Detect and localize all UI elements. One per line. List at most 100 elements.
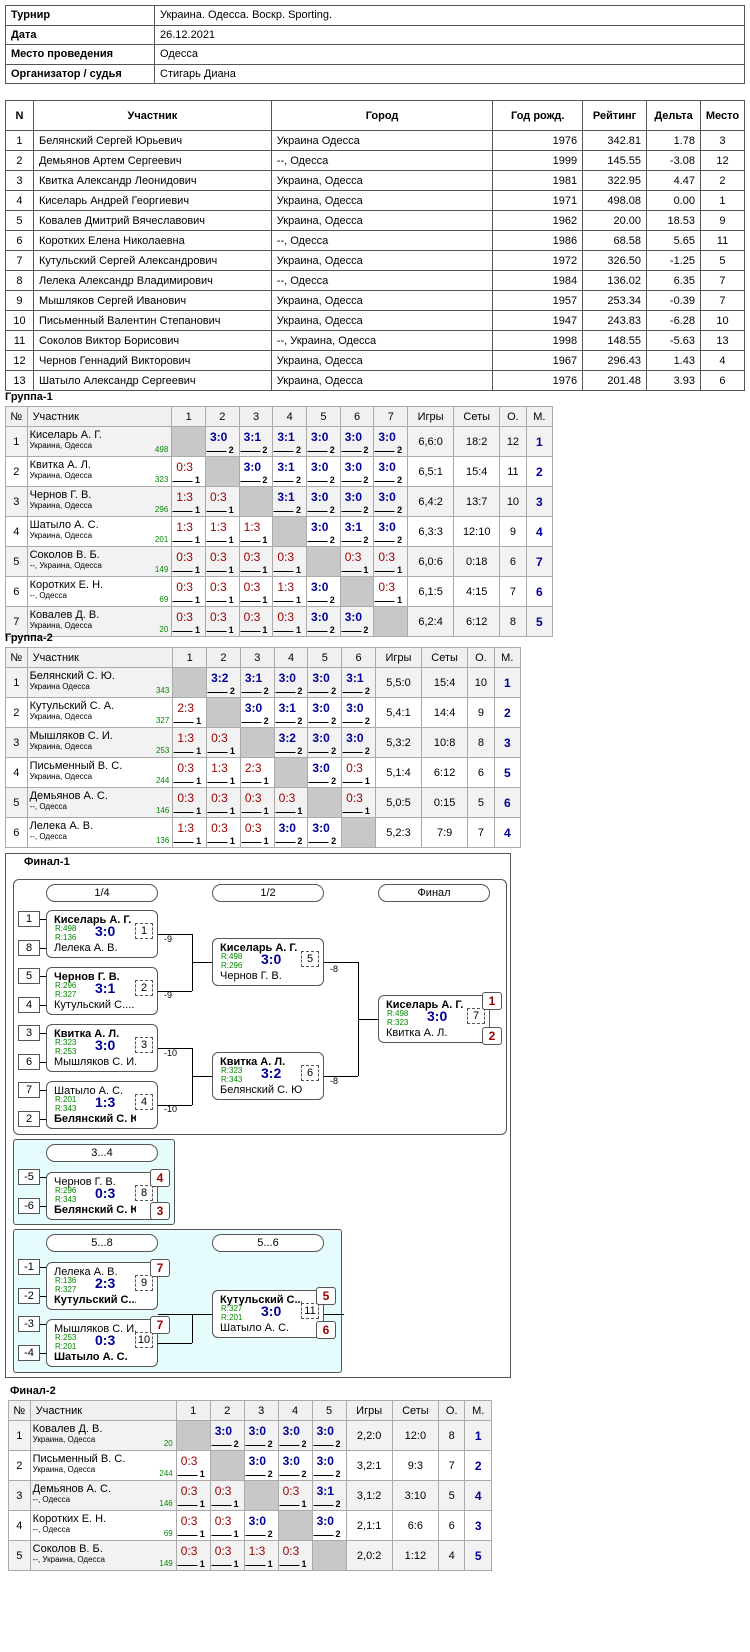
- games: 6,1:5: [407, 576, 455, 607]
- final-1-panel: Финал-1 1/4 1/2 Финал 3...4 5...8 5...6 1 8 5 4 3 6…: [5, 853, 511, 1378]
- score-cell: 3:1 2: [239, 667, 281, 698]
- score-points: 1: [229, 776, 235, 786]
- table-cell: -0.39: [646, 290, 701, 311]
- score-value: 1:3: [211, 761, 228, 775]
- seed-box: 5: [18, 968, 40, 984]
- score-points: 1: [199, 1559, 205, 1569]
- score-value: 3:0: [344, 610, 363, 624]
- games: 6,6:0: [407, 426, 455, 457]
- sets: 12:10: [453, 516, 501, 547]
- score-cell: 3:0 2: [341, 727, 383, 758]
- points: 5: [438, 1480, 466, 1511]
- score-value: 2:3: [244, 761, 262, 775]
- table-cell: -3.08: [646, 150, 701, 171]
- score-value: 0:3: [244, 791, 262, 805]
- score-cell: 3:0 2: [339, 426, 381, 457]
- diagonal-cell: [172, 667, 208, 698]
- table-cell: 68.58: [582, 230, 648, 251]
- score-cell: 0:3 1: [209, 1510, 251, 1541]
- score-points: 1: [397, 565, 403, 575]
- table-cell: 1971: [492, 190, 584, 211]
- score-points: 1: [296, 625, 302, 635]
- player2-name: Чернов Г. В.: [220, 970, 282, 982]
- player2-rating: R:253: [55, 1047, 77, 1056]
- table-cell: 253.34: [582, 290, 648, 311]
- sets: 12:0: [391, 1420, 440, 1451]
- player1-name: Киселарь А. Г.: [220, 942, 298, 954]
- player-city: Украина, Одесса: [29, 501, 93, 510]
- diagonal-cell: [339, 576, 375, 607]
- points: 8: [499, 606, 527, 637]
- player-rating: 244: [159, 1469, 173, 1478]
- col-opponent: 6: [339, 406, 375, 427]
- score-value: 0:3: [180, 1544, 198, 1558]
- row-no: 5: [5, 787, 28, 818]
- points: 7: [438, 1450, 466, 1481]
- match-score: 2:3: [95, 1275, 116, 1291]
- final-1-title: Финал-1: [24, 856, 70, 868]
- place: 1: [525, 426, 554, 457]
- player-city: Украина, Одесса: [29, 621, 93, 630]
- table-cell: Кутульский Сергей Александрович: [32, 250, 272, 271]
- table-cell: 1.43: [646, 350, 701, 371]
- sets: 3:10: [391, 1480, 440, 1511]
- sets: 13:7: [453, 486, 501, 517]
- col-opponent: 3: [239, 647, 275, 668]
- info-key: Дата: [5, 24, 155, 45]
- column-header: N: [5, 100, 34, 131]
- player2-rating: R:296: [221, 961, 243, 970]
- row-no: 2: [8, 1450, 31, 1481]
- player-name: Шатыло А. С.: [29, 519, 99, 531]
- player-cell: Шатыло А. С. Украина, Одесса 201: [26, 516, 173, 547]
- score-cell: 0:3 1: [206, 787, 248, 818]
- score-value: 0:3: [378, 580, 396, 594]
- games: 5,4:1: [374, 697, 423, 728]
- score-cell: 3:0 2: [243, 1450, 285, 1481]
- diagonal-cell: [209, 1450, 245, 1481]
- info-value: Одесса: [154, 44, 745, 65]
- score-value: 3:0: [344, 460, 363, 474]
- score-value: 0:3: [244, 821, 262, 835]
- table-cell: 3: [5, 170, 34, 191]
- player2-rating: R:136: [55, 933, 77, 942]
- games: 5,3:2: [374, 727, 423, 758]
- score-value: 3:0: [209, 430, 228, 444]
- score-value: 3:1: [277, 460, 295, 474]
- label-semi: 1/2: [212, 884, 324, 902]
- player-cell: Демьянов А. С. --, Одесса 146: [26, 787, 174, 818]
- table-row: 12 Чернов Геннадий Викторович Украина, Оде…: [5, 350, 746, 371]
- place: 3: [464, 1510, 492, 1541]
- diagonal-cell: [272, 516, 308, 547]
- score-value: 0:3: [277, 550, 295, 564]
- player-name: Коротких Е. Н.: [32, 1513, 107, 1525]
- group-1-title: Группа-1: [5, 391, 53, 403]
- table-cell: 1: [5, 130, 34, 151]
- player-cell: Коротких Е. Н. --, Одесса 69: [29, 1510, 177, 1541]
- match-number: 8: [135, 1185, 153, 1201]
- info-key: Место проведения: [5, 44, 155, 65]
- score-value: 3:0: [311, 580, 329, 594]
- row-no: 3: [5, 486, 28, 517]
- score-points: 2: [397, 505, 403, 515]
- table-cell: 5.65: [646, 230, 701, 251]
- row-no: 3: [8, 1480, 31, 1511]
- score-value: 0:3: [211, 791, 228, 805]
- points: 10: [499, 486, 527, 517]
- player-rating: 146: [159, 1499, 173, 1508]
- score-cell: 0:3 1: [277, 1540, 319, 1571]
- score-cell: 3:1 2: [272, 456, 314, 487]
- points: 6: [438, 1510, 466, 1541]
- score-value: 3:0: [243, 460, 261, 474]
- table-cell: Ковалев Дмитрий Вячеславович: [32, 210, 272, 231]
- games: 2,1:1: [345, 1510, 393, 1541]
- score-cell: 0:3 1: [175, 1480, 217, 1511]
- col-opponent: 2: [204, 406, 240, 427]
- score-points: 2: [233, 1439, 239, 1449]
- table-cell: Чернов Геннадий Викторович: [32, 350, 272, 371]
- score-value: 3:0: [378, 490, 396, 504]
- table-cell: 1: [699, 190, 746, 211]
- points: 9: [499, 516, 527, 547]
- player2-name: Кутульский С....: [54, 1294, 136, 1306]
- diagonal-cell: [273, 757, 309, 788]
- games: 5,0:5: [374, 787, 423, 818]
